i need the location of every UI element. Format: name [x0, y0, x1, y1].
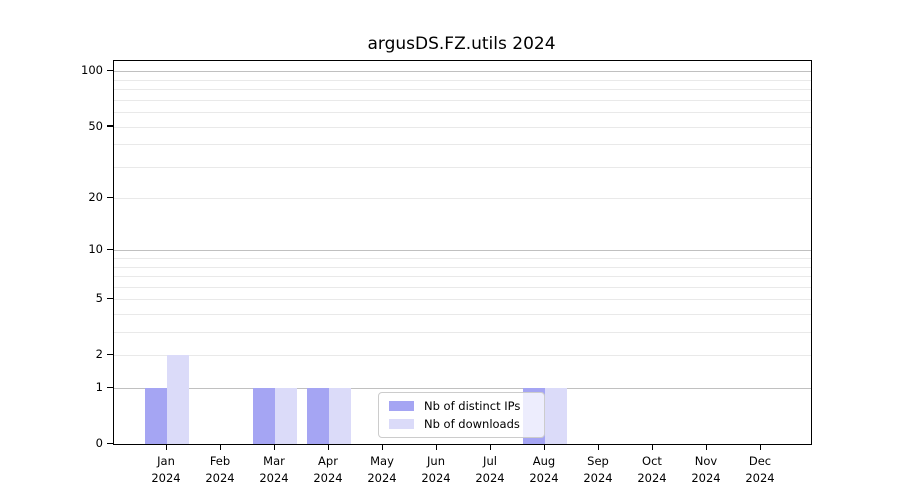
gridline-minor: [114, 258, 811, 260]
gridline-minor: [114, 314, 811, 316]
y-tick-label: 100: [81, 63, 103, 78]
y-tick-label: 10: [88, 242, 103, 257]
plot-area: [113, 60, 812, 445]
bar-downloads: [545, 388, 567, 444]
x-tick-label: Oct 2024: [637, 454, 667, 485]
legend-entry-distinct-ips: Nb of distinct IPs: [389, 398, 534, 414]
gridline-minor: [114, 166, 811, 168]
y-tick-mark: [107, 353, 113, 356]
gridline-major: [114, 388, 811, 390]
x-tick-label: Aug 2024: [529, 454, 559, 485]
y-tick-mark: [107, 125, 113, 127]
bar-downloads: [167, 355, 189, 444]
gridline-minor: [114, 286, 811, 288]
bar-distinct-ips: [307, 388, 329, 444]
gridline-minor: [114, 144, 811, 146]
x-tick-label: Jun 2024: [421, 454, 451, 485]
bar-distinct-ips: [145, 388, 167, 444]
legend-label-distinct-ips: Nb of distinct IPs: [424, 399, 521, 413]
x-tick-mark: [381, 444, 383, 450]
gridline-minor: [114, 266, 811, 268]
x-tick-mark: [543, 444, 545, 450]
y-tick-label: 2: [95, 347, 103, 362]
y-tick-mark: [107, 196, 113, 199]
legend: Nb of distinct IPs Nb of downloads: [378, 392, 545, 438]
gridline-major: [114, 250, 811, 252]
x-tick-mark: [327, 444, 329, 450]
x-tick-mark: [219, 444, 221, 450]
y-tick-label: 20: [88, 190, 103, 205]
x-tick-label: Nov 2024: [691, 454, 721, 485]
y-tick-mark: [107, 297, 113, 300]
x-tick-label: Sep 2024: [583, 454, 613, 485]
legend-entry-downloads: Nb of downloads: [389, 416, 534, 432]
gridline-minor: [114, 79, 811, 81]
y-tick-label: 0: [95, 436, 103, 450]
x-tick-label: Dec 2024: [745, 454, 775, 485]
legend-label-downloads: Nb of downloads: [424, 417, 520, 431]
x-tick-mark: [273, 444, 275, 450]
y-tick-label: 1: [95, 380, 103, 395]
gridline-minor: [114, 332, 811, 334]
x-tick-label: Mar 2024: [259, 454, 289, 485]
chart-title: argusDS.FZ.utils 2024: [367, 34, 556, 54]
x-tick-mark: [489, 444, 491, 450]
x-tick-mark: [651, 444, 653, 450]
x-tick-label: Jul 2024: [475, 454, 505, 485]
legend-swatch-downloads: [389, 419, 414, 429]
x-tick-mark: [165, 444, 167, 450]
x-tick-mark: [705, 444, 707, 450]
y-tick-label: 5: [95, 291, 103, 306]
y-tick-mark: [107, 386, 113, 388]
x-tick-label: Feb 2024: [205, 454, 235, 485]
x-tick-mark: [435, 444, 437, 450]
y-tick-label: 50: [88, 118, 103, 133]
gridline-minor: [114, 198, 811, 200]
gridline-minor: [114, 126, 811, 128]
x-tick-label: Jan 2024: [151, 454, 181, 485]
bar-downloads: [275, 388, 297, 444]
gridline-minor: [114, 355, 811, 357]
gridline-major: [114, 71, 811, 73]
x-tick-label: May 2024: [367, 454, 397, 485]
bar-downloads: [329, 388, 351, 444]
y-tick-mark: [107, 69, 113, 72]
gridline-minor: [114, 99, 811, 101]
gridline-minor: [114, 276, 811, 278]
x-tick-mark: [759, 444, 761, 450]
legend-swatch-distinct-ips: [389, 401, 414, 411]
gridline-minor: [114, 89, 811, 91]
x-tick-mark: [597, 444, 599, 450]
bar-distinct-ips: [253, 388, 275, 444]
x-tick-label: Apr 2024: [313, 454, 343, 485]
gridline-minor: [114, 112, 811, 114]
y-tick-mark: [107, 442, 113, 444]
gridline-minor: [114, 299, 811, 301]
y-tick-mark: [107, 248, 113, 251]
